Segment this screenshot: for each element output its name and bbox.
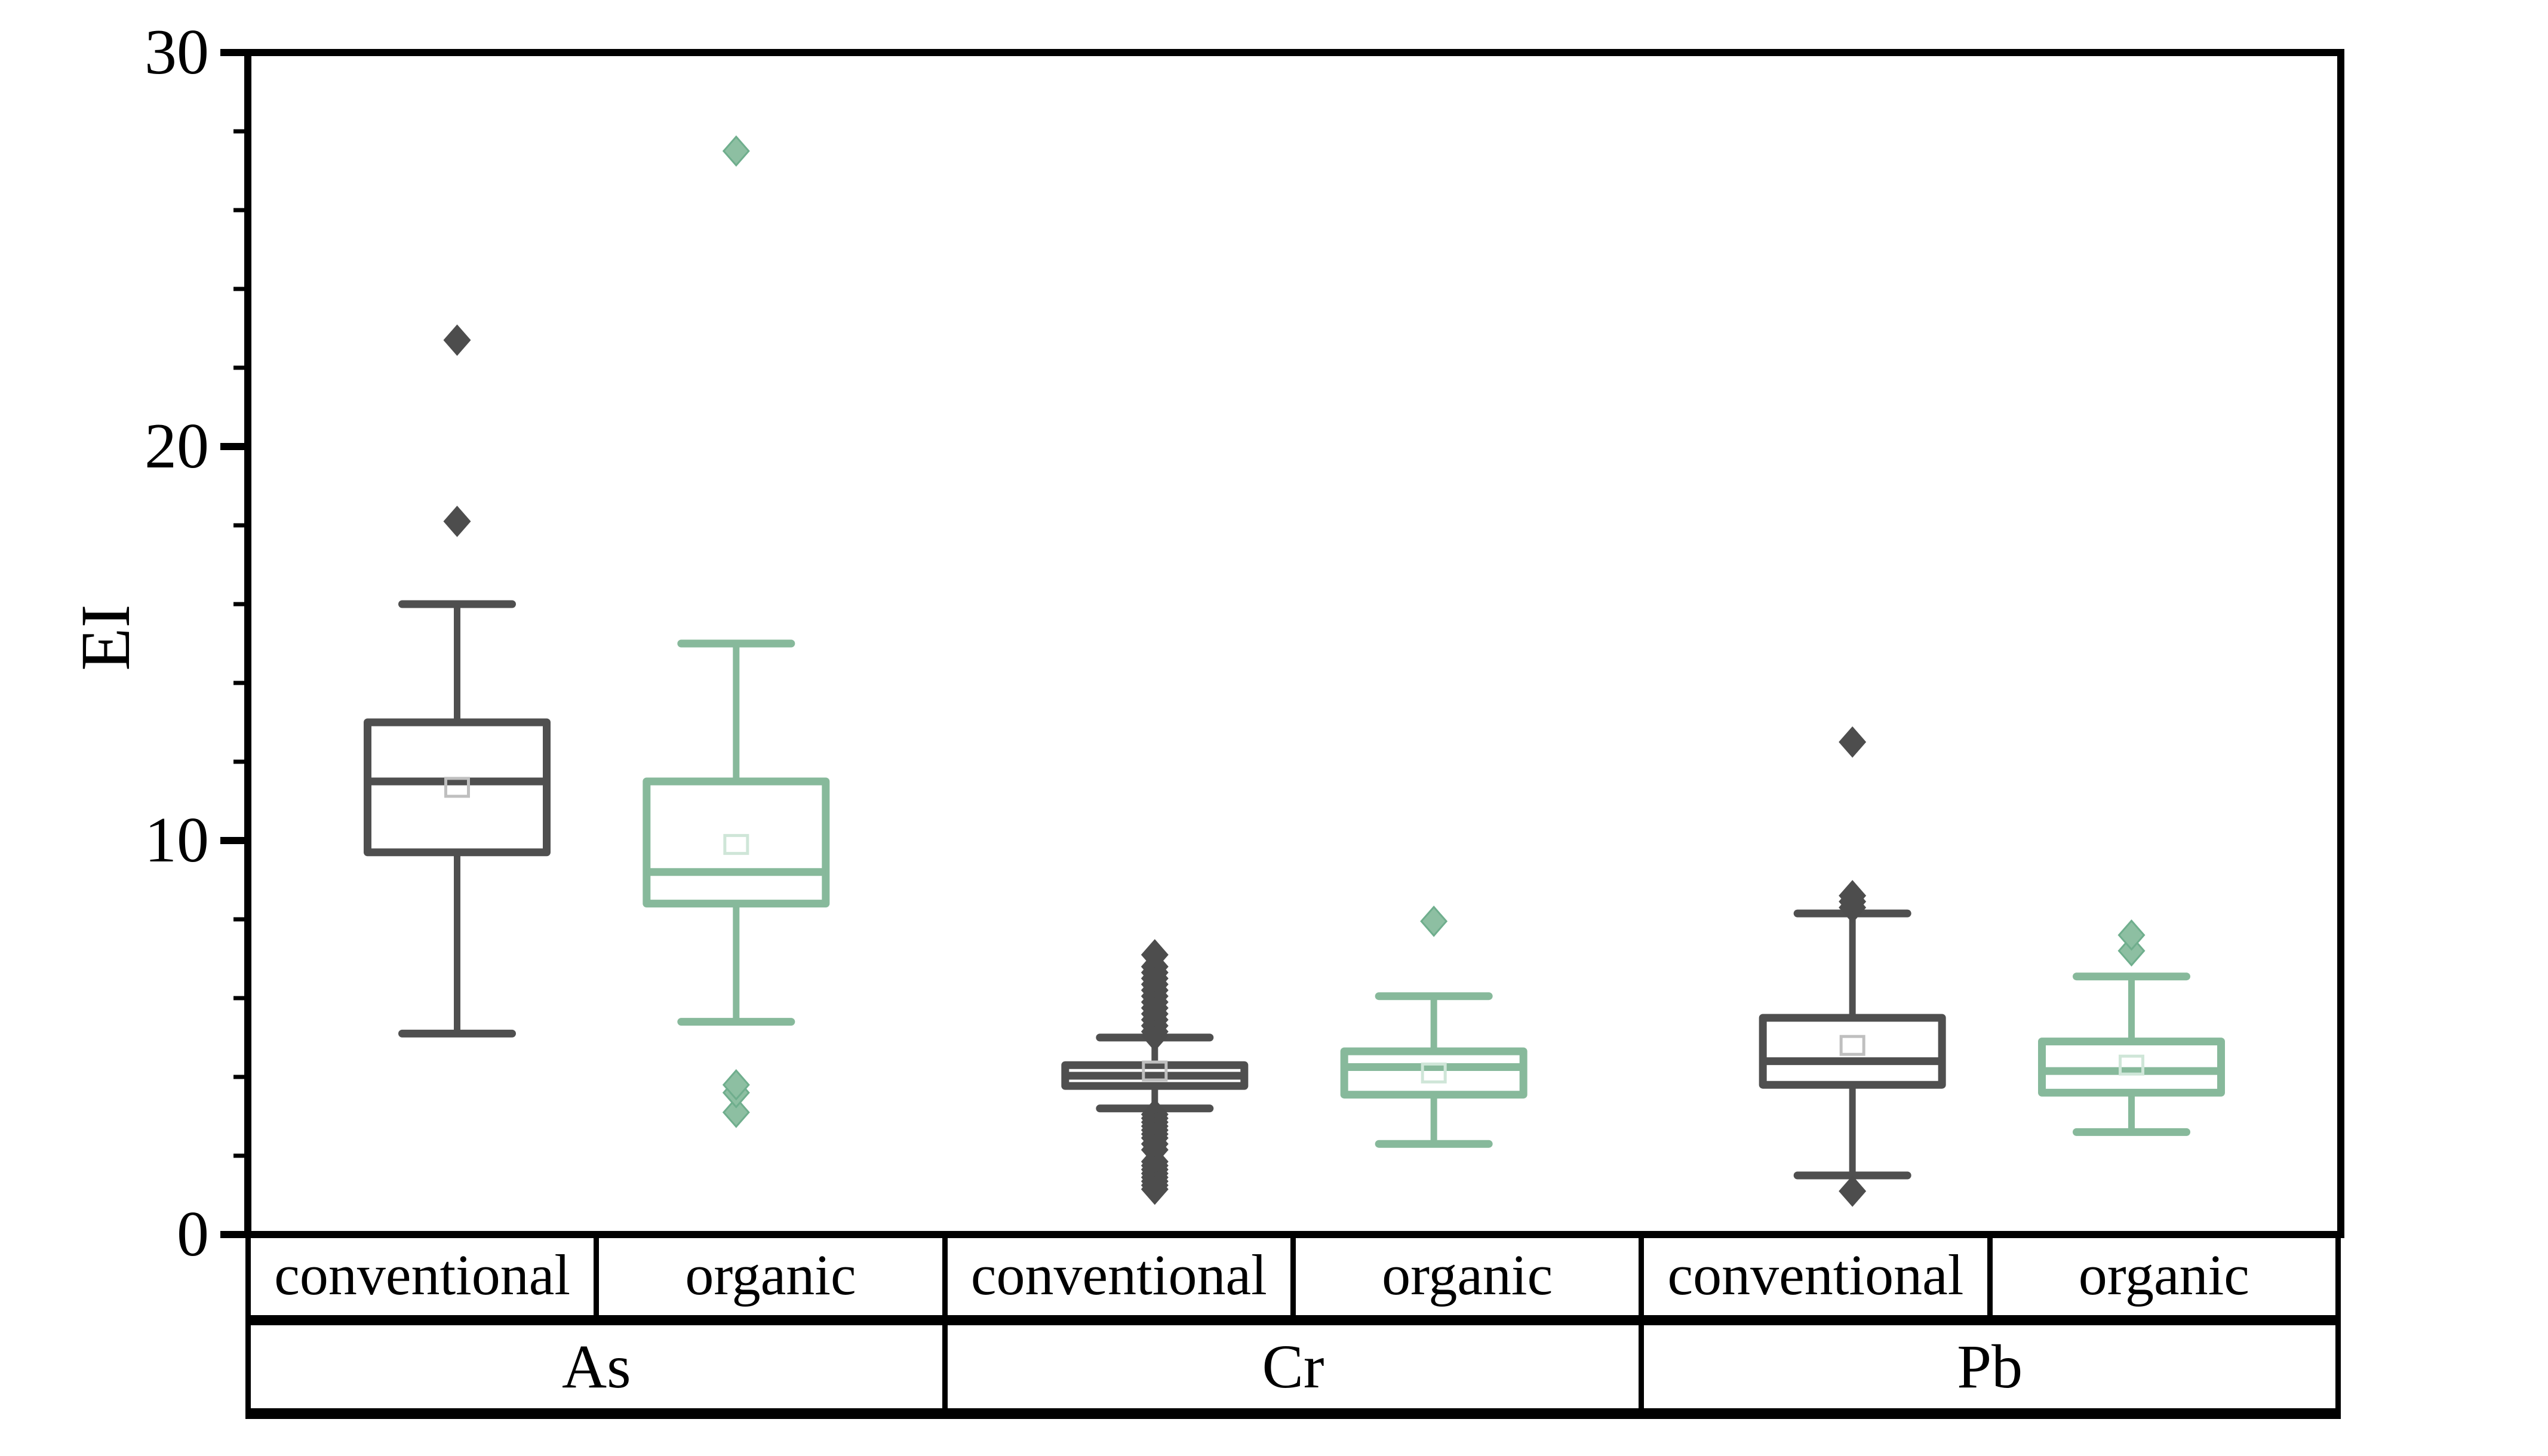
- boxplot-As-organic: [643, 135, 830, 1128]
- group-cell-cr: Cr: [948, 1325, 1645, 1408]
- boxplot-Cr-conventional: [1061, 939, 1249, 1205]
- outlier-diamond: [2117, 919, 2146, 951]
- group-cell-pb: Pb: [1957, 1332, 2023, 1401]
- outlier-diamond: [722, 135, 750, 167]
- element-group-row: As Cr Pb: [251, 1315, 2335, 1408]
- mean-marker: [1839, 1035, 1865, 1056]
- outlier-diamond: [443, 324, 471, 356]
- y-tick-label-20: 20: [145, 411, 209, 482]
- outlier-diamond: [722, 1069, 750, 1101]
- iqr-box: [364, 718, 551, 857]
- outlier-diamond: [1839, 880, 1867, 912]
- category-cell-as-conventional: conventional: [251, 1234, 600, 1315]
- category-cell-pb-organic: organic: [2078, 1242, 2249, 1307]
- outlier-diamond: [2117, 935, 2146, 967]
- boxplot-Cr-organic: [1340, 906, 1527, 1148]
- mean-marker: [2119, 1054, 2144, 1076]
- boxplot-As-conventional: [364, 324, 551, 1038]
- outlier-diamond: [1141, 939, 1169, 971]
- iqr-box: [643, 777, 830, 908]
- category-cell-as-organic: organic: [599, 1234, 948, 1315]
- mean-marker: [723, 834, 749, 855]
- y-axis-title: EI: [66, 604, 145, 671]
- y-tick-label-30: 30: [145, 17, 209, 88]
- iqr-box: [1759, 1014, 1946, 1089]
- outlier-diamond: [1839, 1175, 1867, 1207]
- category-cell-cr-organic: organic: [1296, 1234, 1645, 1315]
- boxplot-Pb-conventional: [1759, 726, 1946, 1207]
- category-row: conventional organic conventional organi…: [251, 1234, 2335, 1315]
- outlier-diamond: [1420, 906, 1448, 937]
- mean-marker: [1142, 1060, 1168, 1082]
- iqr-box: [2038, 1038, 2225, 1097]
- outlier-diamond: [722, 1097, 750, 1128]
- group-cell-as: As: [251, 1325, 948, 1408]
- boxplot-Pb-organic: [2038, 919, 2225, 1136]
- iqr-box: [1340, 1047, 1527, 1099]
- outlier-diamond: [1141, 1173, 1169, 1205]
- category-cell-pb-conventional: conventional: [1644, 1234, 1993, 1315]
- y-tick-label-0: 0: [177, 1199, 209, 1270]
- y-tick-label-10: 10: [145, 805, 209, 876]
- category-cell-cr-conventional: conventional: [948, 1234, 1296, 1315]
- mean-marker: [444, 777, 470, 798]
- outlier-diamond: [1839, 726, 1867, 758]
- x-axis-label-table: conventional organic conventional organi…: [245, 1234, 2341, 1419]
- outlier-diamond: [443, 506, 471, 537]
- plot-frame: [244, 49, 2344, 1238]
- mean-marker: [1421, 1062, 1447, 1083]
